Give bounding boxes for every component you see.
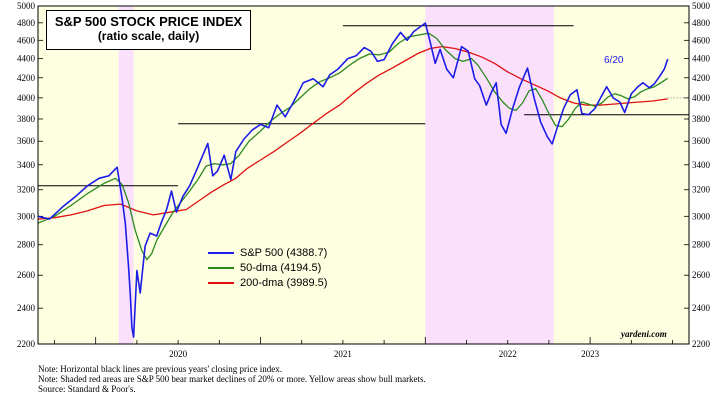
y-tick-label-left-5: 3200 [17, 185, 36, 195]
bear-market-band-0 [118, 6, 134, 344]
legend-item-sp500: S&P 500 (4388.7) [208, 245, 327, 260]
x-tick-label-0: 2020 [169, 349, 188, 359]
y-tick-label-right-4: 3000 [692, 211, 711, 221]
y-tick-label-right-13: 4800 [692, 18, 711, 28]
chart-subtitle: (ratio scale, daily) [97, 29, 200, 43]
market-shading [38, 6, 689, 344]
legend-label-sp500: S&P 500 (4388.7) [240, 246, 328, 259]
end-date-label: 6/20 [604, 55, 624, 66]
y-tick-label-left-1: 2400 [17, 303, 36, 313]
y-tick-label-left-2: 2600 [17, 270, 36, 280]
series-line-50-dma [37, 32, 668, 261]
legend-item-200dma: 200-dma (3989.5) [208, 275, 327, 290]
legend-swatch-50dma [208, 266, 234, 269]
y-tick-label-right-8: 3800 [692, 114, 711, 124]
bull-market-band-0 [38, 6, 119, 344]
x-tick-label-1: 2021 [334, 349, 352, 359]
y-tick-label-left-0: 2200 [17, 339, 36, 349]
y-tick-label-right-5: 3200 [692, 185, 711, 195]
plot-frame [37, 5, 690, 345]
credit-label: yardeni.com [621, 329, 667, 339]
bull-market-band-1 [133, 6, 426, 344]
y-tick-label-right-6: 3400 [692, 160, 711, 170]
y-tick-label-right-1: 2400 [692, 303, 711, 313]
series-line-s-p-500 [37, 22, 669, 338]
note-source: Source: Standard & Poor's. [38, 384, 136, 394]
series-lines [37, 22, 669, 338]
y-tick-label-right-3: 2800 [692, 240, 711, 250]
legend-swatch-sp500 [208, 251, 234, 254]
y-tick-label-right-10: 4200 [692, 73, 711, 83]
legend: S&P 500 (4388.7) 50-dma (4194.5) 200-dma… [208, 245, 327, 290]
y-tick-label-left-13: 4800 [17, 18, 36, 28]
grid: 2200 2200 2400 2400 2600 2600 2800 2800 3000 3000… [17, 1, 711, 349]
bear-market-band-1 [425, 6, 554, 344]
chart-title: S&P 500 STOCK PRICE INDEX [54, 14, 243, 29]
legend-label-50dma: 50-dma (4194.5) [240, 261, 322, 274]
note-shaded-areas: Note: Shaded red areas are S&P 500 bear … [38, 374, 426, 384]
note-horizontal-lines: Note: Horizontal black lines are previou… [38, 364, 283, 374]
y-tick-label-left-9: 4000 [17, 93, 36, 103]
y-tick-label-right-14: 5000 [692, 1, 711, 11]
title-box: S&P 500 STOCK PRICE INDEX (ratio scale, … [46, 10, 251, 50]
y-tick-label-left-14: 5000 [17, 1, 36, 11]
y-tick-label-right-0: 2200 [692, 339, 711, 349]
y-tick-label-right-7: 3600 [692, 136, 711, 146]
y-tick-label-left-10: 4200 [17, 73, 36, 83]
legend-swatch-200dma [208, 281, 234, 284]
y-tick-label-left-8: 3800 [17, 114, 36, 124]
y-tick-label-right-12: 4600 [692, 35, 711, 45]
axes: 2020 2021 2022 2023 [37, 5, 690, 359]
y-tick-label-left-7: 3600 [17, 136, 36, 146]
y-tick-label-left-11: 4400 [17, 54, 36, 64]
legend-item-50dma: 50-dma (4194.5) [208, 260, 327, 275]
y-tick-label-right-9: 4000 [692, 93, 711, 103]
y-tick-label-right-11: 4400 [692, 54, 711, 64]
x-tick-label-3: 2023 [581, 349, 600, 359]
y-tick-label-right-2: 2600 [692, 270, 711, 280]
y-tick-label-left-6: 3400 [17, 160, 36, 170]
y-tick-label-left-4: 3000 [17, 211, 36, 221]
y-tick-label-left-3: 2800 [17, 240, 36, 250]
x-tick-label-2: 2022 [499, 349, 517, 359]
y-tick-label-left-12: 4600 [17, 35, 36, 45]
legend-label-200dma: 200-dma (3989.5) [240, 276, 328, 289]
prior-year-close-lines [38, 25, 689, 187]
